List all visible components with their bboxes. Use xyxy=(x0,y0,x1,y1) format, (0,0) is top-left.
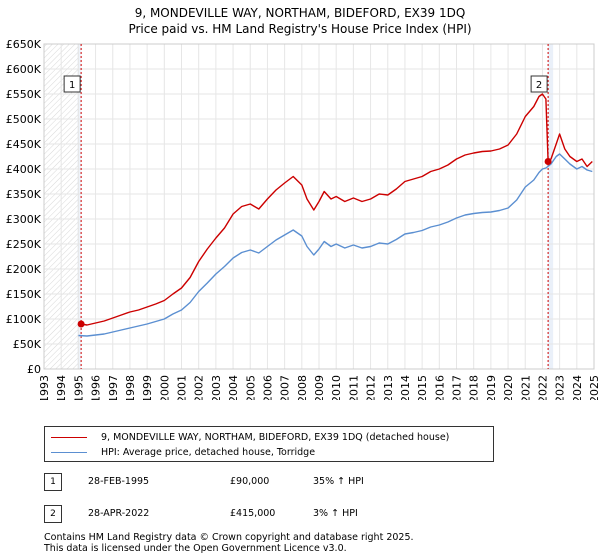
x-tick-label: 2006 xyxy=(261,375,274,400)
x-tick-label: 2022 xyxy=(536,375,549,400)
x-tick-label: 2014 xyxy=(399,375,412,400)
x-tick-label: 2012 xyxy=(365,375,378,400)
sale-hpi-change: 35% ↑ HPI xyxy=(313,476,364,487)
y-tick-label: £450K xyxy=(6,138,42,151)
legend-label-property: 9, MONDEVILLE WAY, NORTHAM, BIDEFORD, EX… xyxy=(101,431,450,443)
x-tick-label: 2025 xyxy=(588,375,600,400)
x-tick-label: 2015 xyxy=(416,375,429,400)
x-tick-label: 2003 xyxy=(210,375,223,400)
y-tick-label: £300K xyxy=(6,213,42,226)
sale-marker: 1 xyxy=(44,473,62,491)
sale-price: £415,000 xyxy=(230,508,276,519)
x-tick-label: 2018 xyxy=(468,375,481,400)
sale-band-2 xyxy=(548,44,554,369)
x-tick-label: 2016 xyxy=(433,375,446,400)
sale-marker-box-2 xyxy=(530,75,548,93)
legend-label-hpi: HPI: Average price, detached house, Torr… xyxy=(101,446,316,458)
series-line-hpi xyxy=(78,153,593,337)
sale-marker-box-1 xyxy=(63,75,81,93)
x-tick-label: 2024 xyxy=(571,375,584,400)
x-tick-label: 2021 xyxy=(519,375,532,400)
x-tick-label: 1997 xyxy=(107,375,120,400)
price-chart: £0 £50K £100K £150K £200K £250K £300K £350K £400… xyxy=(6,38,600,400)
legend: 9, MONDEVILLE WAY, NORTHAM, BIDEFORD, EX… xyxy=(44,426,494,462)
y-tick-label: £0 xyxy=(27,363,41,376)
x-tick-label: 2001 xyxy=(176,375,189,400)
x-tick-label: 1993 xyxy=(38,375,51,400)
y-tick-label: £200K xyxy=(6,263,42,276)
sale-price: £90,000 xyxy=(230,476,270,487)
x-tick-label: 1996 xyxy=(90,375,103,400)
x-tick-label: 2017 xyxy=(451,375,464,400)
y-tick-label: £600K xyxy=(6,63,42,76)
plot-frame xyxy=(43,43,595,370)
x-tick-label: 2002 xyxy=(193,375,206,400)
x-tick-label: 1994 xyxy=(55,375,68,400)
x-tick-label: 1999 xyxy=(141,375,154,400)
x-tick-label: 2000 xyxy=(158,375,171,400)
chart-title: 9, MONDEVILLE WAY, NORTHAM, BIDEFORD, EX… xyxy=(134,6,466,20)
footer-copyright: Contains HM Land Registry data © Crown c… xyxy=(44,532,414,543)
x-tick-label: 2020 xyxy=(502,375,515,400)
y-tick-label: £550K xyxy=(6,88,42,101)
footer-licence: This data is licensed under the Open Gov… xyxy=(44,543,347,554)
x-tick-label: 1998 xyxy=(124,375,137,400)
sale-point-1 xyxy=(77,320,85,328)
x-tick-label: 2009 xyxy=(313,375,326,400)
legend-swatch-property xyxy=(51,436,87,438)
series-line-property xyxy=(80,93,593,326)
chart-subtitle: Price paid vs. HM Land Registry's House … xyxy=(128,22,472,36)
y-tick-label: £100K xyxy=(6,313,42,326)
sale-date: 28-APR-2022 xyxy=(88,508,150,519)
y-tick-label: £400K xyxy=(6,163,42,176)
y-tick-label: £350K xyxy=(6,188,42,201)
y-tick-label: £250K xyxy=(6,238,42,251)
y-tick-label: £500K xyxy=(6,113,42,126)
x-tick-label: 2007 xyxy=(279,375,292,400)
legend-item-property: 9, MONDEVILLE WAY, NORTHAM, BIDEFORD, EX… xyxy=(51,430,449,444)
y-tick-label: £650K xyxy=(6,38,42,51)
sale-marker: 2 xyxy=(44,505,62,523)
x-tick-label: 2005 xyxy=(244,375,257,400)
x-tick-label: 2019 xyxy=(485,375,498,400)
x-tick-label: 2008 xyxy=(296,375,309,400)
sale-point-2 xyxy=(544,158,552,165)
x-tick-label: 2004 xyxy=(227,375,240,400)
y-tick-label: £150K xyxy=(6,288,42,301)
sale-hpi-change: 3% ↑ HPI xyxy=(313,508,358,519)
x-tick-label: 2013 xyxy=(382,375,395,400)
legend-swatch-hpi xyxy=(51,451,87,453)
sale-marker-label-2: 2 xyxy=(536,80,542,91)
legend-item-hpi: HPI: Average price, detached house, Torr… xyxy=(51,445,315,459)
y-tick-label: £50K xyxy=(13,338,42,351)
x-tick-label: 2023 xyxy=(554,375,567,400)
sale-band-1 xyxy=(77,44,82,369)
sale-marker-label-1: 1 xyxy=(69,80,75,91)
sale-date: 28-FEB-1995 xyxy=(88,476,150,487)
x-tick-label: 1995 xyxy=(72,375,85,400)
x-tick-label: 2011 xyxy=(347,375,360,400)
x-tick-label: 2010 xyxy=(330,375,343,400)
